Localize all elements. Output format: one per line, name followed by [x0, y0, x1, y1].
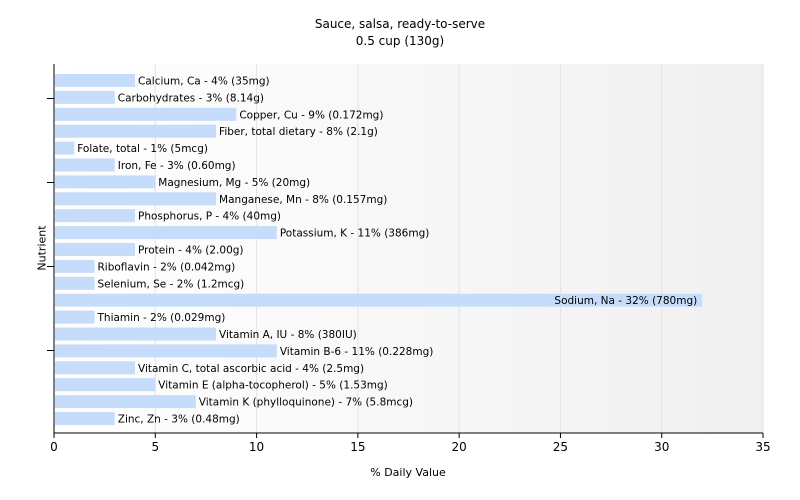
- bar: [55, 276, 95, 290]
- data-label: Iron, Fe - 3% (0.60mg): [118, 160, 236, 172]
- data-label: Carbohydrates - 3% (8.14g): [118, 92, 264, 104]
- bar: [55, 395, 196, 409]
- data-label: Phosphorus, P - 4% (40mg): [138, 211, 281, 223]
- data-label: Vitamin A, IU - 8% (380IU): [219, 329, 357, 341]
- x-tick-label: 0: [50, 440, 58, 454]
- bar: [55, 209, 136, 223]
- chart-subtitle: 0.5 cup (130g): [355, 34, 445, 48]
- bar: [55, 192, 217, 206]
- data-label: Vitamin K (phylloquinone) - 7% (5.8mcg): [199, 397, 413, 409]
- bar: [55, 175, 156, 189]
- bar: [55, 243, 136, 256]
- y-axis-label: Nutrient: [35, 225, 49, 271]
- bar: [55, 90, 115, 104]
- chart-title: Sauce, salsa, ready-to-serve: [314, 17, 486, 31]
- x-tick-label: 15: [350, 440, 365, 454]
- data-label: Potassium, K - 11% (386mg): [280, 228, 430, 240]
- data-label: Fiber, total dietary - 8% (2.1g): [219, 126, 378, 138]
- data-label: Vitamin C, total ascorbic acid - 4% (2.5…: [138, 363, 364, 375]
- bar: [55, 259, 95, 273]
- bar: [55, 74, 136, 87]
- x-axis-label: % Daily Value: [370, 466, 446, 479]
- bar: [55, 344, 277, 358]
- bar: [55, 310, 95, 324]
- x-tick-label: 25: [553, 440, 568, 454]
- x-tick-label: 10: [249, 440, 264, 454]
- data-label: Thiamin - 2% (0.029mg): [97, 312, 226, 324]
- data-label: Manganese, Mn - 8% (0.157mg): [219, 194, 387, 206]
- bar: [55, 378, 156, 392]
- bar: [55, 141, 75, 155]
- data-label: Zinc, Zn - 3% (0.48mg): [118, 414, 240, 426]
- data-label: Folate, total - 1% (5mcg): [77, 143, 208, 155]
- x-tick-label: 20: [452, 440, 467, 454]
- data-label: Selenium, Se - 2% (1.2mcg): [98, 278, 245, 290]
- bar: [55, 412, 115, 425]
- data-label: Vitamin E (alpha-tocopherol) - 5% (1.53m…: [158, 380, 387, 392]
- data-label: Calcium, Ca - 4% (35mg): [138, 76, 270, 88]
- data-label: Vitamin B-6 - 11% (0.228mg): [280, 346, 434, 358]
- data-label: Sodium, Na - 32% (780mg): [554, 295, 697, 307]
- bar: [55, 361, 136, 375]
- data-label: Riboflavin - 2% (0.042mg): [98, 261, 236, 273]
- bar: [55, 327, 217, 341]
- data-label: Protein - 4% (2.00g): [138, 245, 244, 257]
- bar: [55, 107, 237, 121]
- data-label: Copper, Cu - 9% (0.172mg): [239, 109, 383, 121]
- x-tick-label: 30: [654, 440, 669, 454]
- bar: [55, 124, 217, 138]
- bar: [55, 226, 277, 240]
- x-tick-label: 5: [151, 440, 159, 454]
- data-label: Magnesium, Mg - 5% (20mg): [158, 177, 310, 189]
- bar: [55, 293, 703, 307]
- x-tick-label: 35: [755, 440, 770, 454]
- bar: [55, 158, 115, 172]
